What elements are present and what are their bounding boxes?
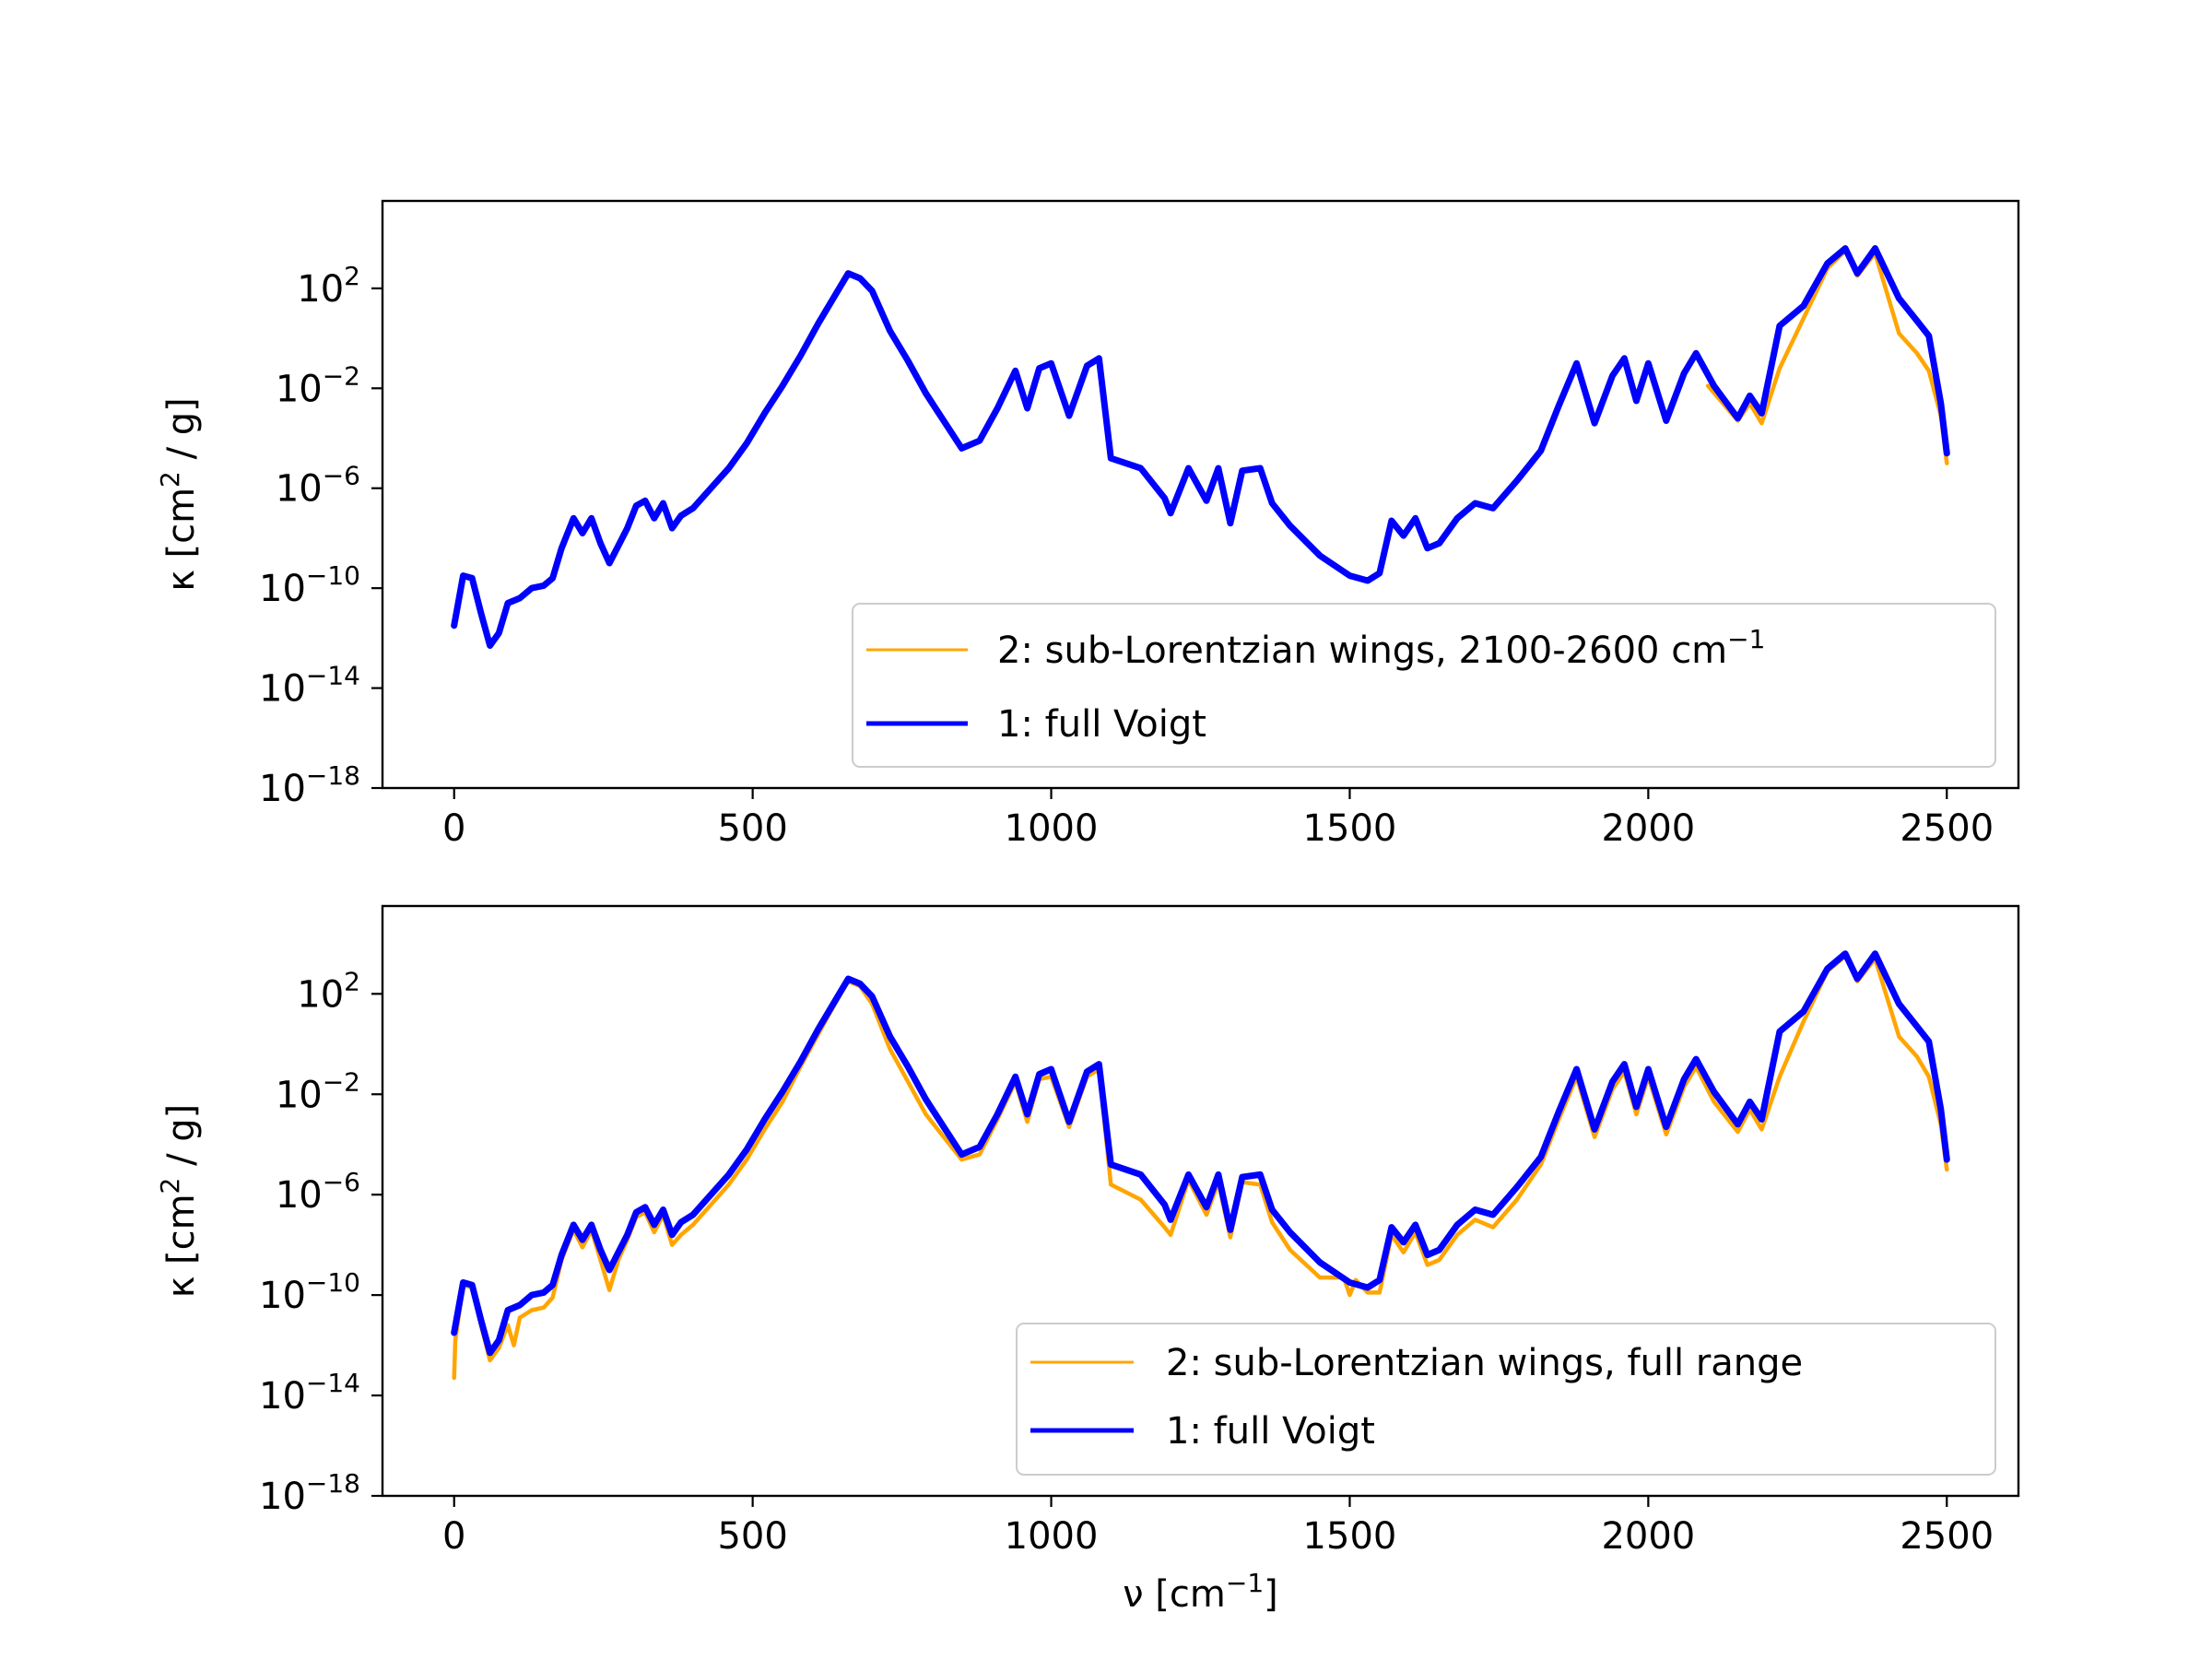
y-tick-label: 10−18: [259, 1468, 360, 1518]
x-axis-label-rest: ]: [1264, 1573, 1278, 1616]
y-tick-label: 10−14: [259, 661, 360, 711]
x-tick-label: 2500: [1900, 807, 1994, 850]
legend: 2: sub-Lorentzian wings, 2100-2600 cm−1 1…: [852, 603, 1996, 768]
y-tick-label-exponent: −18: [306, 760, 360, 791]
y-tick-label: 102: [297, 966, 360, 1016]
series-line-sub-lorentzian: [452, 954, 1949, 1381]
y-tick-label-exponent: −10: [306, 560, 360, 591]
y-tick-label-exponent: −2: [323, 360, 360, 391]
series-line-full-voigt: [451, 245, 1950, 649]
legend-label-full-voigt-base: 1: full Voigt: [1166, 1410, 1375, 1453]
x-tick-label: 500: [717, 807, 787, 850]
legend-label-sub-lorentzian-base: 2: sub-Lorentzian wings, full range: [1166, 1342, 1803, 1384]
y-tick-label-base: 10: [259, 768, 306, 810]
legend-box: [1016, 1323, 1996, 1476]
y-tick-label-exponent: −6: [323, 461, 360, 491]
y-axis-label: κ [cm2 / g]: [155, 397, 203, 592]
x-tick-label: 2000: [1601, 807, 1695, 850]
plot-frame: [381, 904, 2020, 1498]
y-tick-label-exponent: −14: [306, 661, 360, 691]
y-axis-label-group: κ [cm2 / g]: [155, 397, 203, 592]
y-tick-label: 10−6: [276, 1167, 360, 1217]
subplot-1: 0 500 1000 1500 2000 250010210−210−610−1010−1…: [155, 199, 2020, 850]
x-tick-label: 500: [717, 1515, 787, 1558]
y-tick-label-base: 10: [259, 668, 306, 711]
y-tick-label: 10−2: [276, 1066, 360, 1116]
y-tick-label-base: 10: [259, 1375, 306, 1418]
y-tick-label-base: 10: [259, 568, 306, 610]
legend-label-sub-lorentzian-superscript: −1: [1727, 624, 1765, 654]
x-tick-label: 0: [442, 1515, 465, 1558]
x-tick-label: 1000: [1005, 807, 1099, 850]
series-line-full-voigt: [451, 950, 1950, 1357]
plot-frame: [381, 199, 2020, 790]
y-tick-label-base: 10: [297, 268, 344, 311]
y-tick-label-base: 10: [276, 1174, 323, 1217]
series-group: [451, 950, 1950, 1381]
y-axis-label-base: κ [cm: [160, 1194, 203, 1298]
x-tick-label: 2000: [1601, 1515, 1695, 1558]
y-tick-label: 10−10: [259, 560, 360, 610]
legend-label-full-voigt: 1: full Voigt: [997, 703, 1206, 746]
y-tick-label-exponent: −6: [323, 1167, 360, 1197]
x-axis-label-base: ν [cm: [1123, 1573, 1226, 1616]
y-tick-label-base: 10: [259, 1275, 306, 1317]
y-tick-label: 10−2: [276, 360, 360, 410]
y-tick-label-exponent: 2: [344, 966, 360, 996]
legend-label-sub-lorentzian-base: 2: sub-Lorentzian wings, 2100-2600 cm: [997, 629, 1727, 672]
y-tick-label-exponent: −14: [306, 1368, 360, 1398]
y-tick-label-base: 10: [276, 1074, 323, 1116]
y-tick-label-base: 10: [297, 973, 344, 1016]
y-tick-label: 10−18: [259, 760, 360, 810]
y-tick-label-exponent: −2: [323, 1066, 360, 1097]
x-tick-label: 2500: [1900, 1515, 1994, 1558]
legend-label-sub-lorentzian: 2: sub-Lorentzian wings, 2100-2600 cm−1: [997, 624, 1765, 672]
x-tick-label: 1000: [1005, 1515, 1099, 1558]
y-axis-label-rest: / g]: [160, 397, 203, 471]
x-tick-label: 1500: [1303, 1515, 1397, 1558]
x-tick-label: 0: [442, 807, 465, 850]
y-axis-label-superscript: 2: [155, 1178, 185, 1194]
legend: 2: sub-Lorentzian wings, full range 1: fu…: [1016, 1323, 1996, 1476]
legend-box: [852, 603, 1996, 768]
y-axis-label-group: κ [cm2 / g]: [155, 1104, 203, 1299]
y-tick-label: 102: [297, 261, 360, 311]
y-axis-label: κ [cm2 / g]: [155, 1104, 203, 1299]
series-line-sub-lorentzian: [1705, 248, 1949, 465]
y-axis-label-base: κ [cm: [160, 488, 203, 592]
y-tick-label-base: 10: [259, 1476, 306, 1518]
legend-label-full-voigt: 1: full Voigt: [1166, 1410, 1375, 1453]
y-tick-label-exponent: 2: [344, 261, 360, 291]
legend-label-full-voigt-base: 1: full Voigt: [997, 703, 1206, 746]
legend-label-sub-lorentzian: 2: sub-Lorentzian wings, full range: [1166, 1342, 1803, 1384]
y-axis-label-rest: / g]: [160, 1104, 203, 1178]
subplot-2: 0 500 1000 1500 2000 250010210−210−610−1010−1…: [155, 904, 2020, 1616]
y-tick-label-exponent: −10: [306, 1267, 360, 1298]
series-group: [451, 245, 1950, 649]
y-tick-label: 10−6: [276, 461, 360, 511]
y-tick-label: 10−14: [259, 1368, 360, 1418]
x-tick-label: 1500: [1303, 807, 1397, 850]
y-tick-label-base: 10: [276, 468, 323, 511]
y-tick-label: 10−10: [259, 1267, 360, 1317]
y-tick-label-exponent: −18: [306, 1468, 360, 1499]
x-axis-label-superscript: −1: [1226, 1568, 1264, 1598]
y-tick-label-base: 10: [276, 368, 323, 410]
y-axis-label-superscript: 2: [155, 471, 185, 488]
x-axis-label: ν [cm−1]: [1123, 1568, 1278, 1616]
